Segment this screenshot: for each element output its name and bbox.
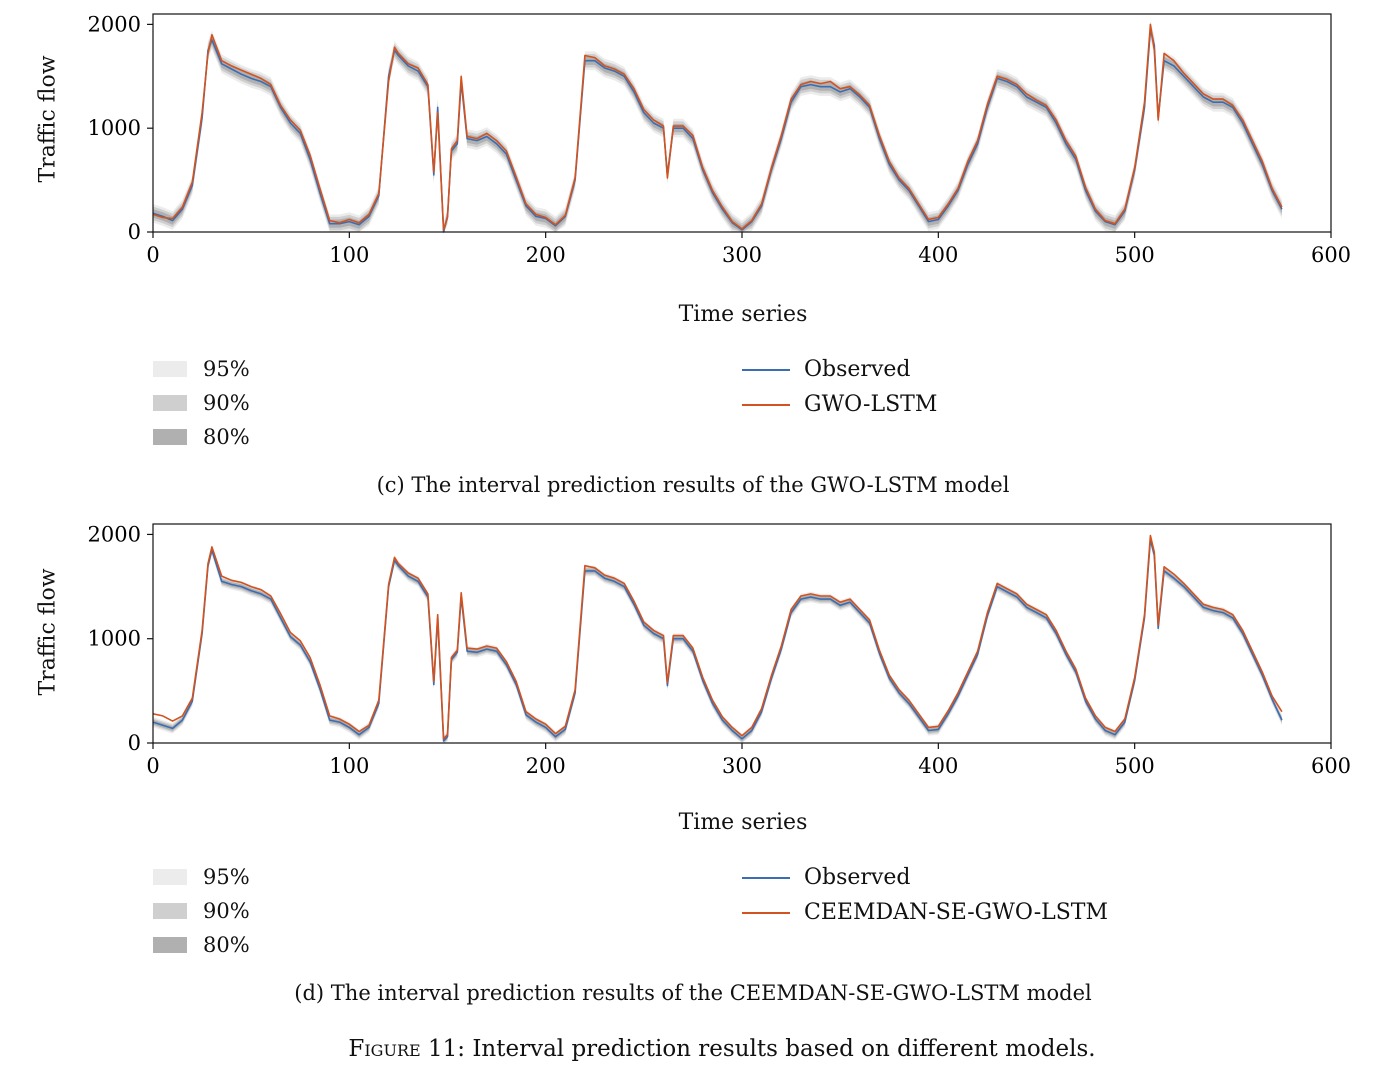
observed-legend-line	[742, 368, 790, 371]
panel-c: 0 100 200 300 400 500 600 0 1000 2000 Traffic flo…	[0, 0, 1374, 505]
observed-series-line	[152, 538, 1283, 742]
legend-item-observed: Observed	[742, 352, 937, 387]
legend-item-80: 80%	[153, 420, 250, 454]
legend-item-95: 95%	[153, 860, 250, 894]
x-tick-label: 600	[1311, 243, 1351, 267]
plot-c: 0 100 200 300 400 500 600 0 1000 2000	[88, 12, 1352, 267]
legend-label-predicted: CEEMDAN-SE-GWO-LSTM	[804, 900, 1109, 925]
band95-swatch	[153, 361, 187, 377]
legend-label-80: 80%	[203, 425, 250, 449]
band80-swatch	[153, 429, 187, 445]
observed-legend-line	[742, 876, 790, 879]
y-tick-label: 0	[128, 731, 141, 755]
figure-caption: Figure 11: Interval prediction results b…	[0, 1036, 1374, 1062]
series-legend: Observed CEEMDAN-SE-GWO-LSTM	[742, 860, 1108, 930]
y-axis-title: Traffic flow	[35, 568, 61, 696]
predicted-series-line	[152, 23, 1283, 231]
x-tick-label: 0	[146, 754, 159, 778]
legend-item-95: 95%	[153, 352, 250, 386]
figure-label: Figure 11:	[348, 1036, 466, 1062]
x-tick-label: 100	[329, 243, 369, 267]
x-tick-label: 300	[722, 754, 762, 778]
band95-swatch	[153, 869, 187, 885]
y-tick-label: 0	[128, 220, 141, 244]
y-tick-label: 1000	[88, 627, 141, 651]
legend-label-90: 90%	[203, 391, 250, 415]
x-tick-label: 600	[1311, 754, 1351, 778]
legend-item-observed: Observed	[742, 860, 1108, 895]
interval-legend: 95% 90% 80%	[153, 352, 250, 454]
legend-label-observed: Observed	[804, 865, 911, 890]
x-tick-label: 0	[146, 243, 159, 267]
legend-item-predicted: GWO-LSTM	[742, 387, 937, 422]
x-tick-label: 400	[918, 243, 958, 267]
y-tick-label: 2000	[88, 12, 141, 36]
panel-d: 0 100 200 300 400 500 600 0 1000 2000 Traffic flo…	[0, 505, 1374, 1015]
legend-item-80: 80%	[153, 928, 250, 962]
y-tick-label: 1000	[88, 116, 141, 140]
legend-item-predicted: CEEMDAN-SE-GWO-LSTM	[742, 895, 1108, 930]
y-axis-title: Traffic flow	[35, 55, 61, 183]
x-tick-label: 200	[526, 754, 566, 778]
predicted-legend-line	[742, 911, 790, 914]
subcaption-d: (d) The interval prediction results of t…	[294, 981, 1092, 1005]
interval-legend: 95% 90% 80%	[153, 860, 250, 962]
x-axis-title: Time series	[678, 302, 808, 327]
legend-label-95: 95%	[203, 865, 250, 889]
legend-item-90: 90%	[153, 894, 250, 928]
legend-item-90: 90%	[153, 386, 250, 420]
x-tick-label: 500	[1115, 243, 1155, 267]
x-tick-label: 400	[918, 754, 958, 778]
subcaption-c: (c) The interval prediction results of t…	[376, 473, 1010, 497]
y-tick-label: 2000	[88, 522, 141, 546]
x-tick-label: 300	[722, 243, 762, 267]
plot-d: 0 100 200 300 400 500 600 0 1000 2000	[88, 522, 1352, 778]
legend-label-90: 90%	[203, 899, 250, 923]
observed-series-line	[152, 28, 1283, 233]
series-legend: Observed GWO-LSTM	[742, 352, 937, 422]
predicted-series-line	[152, 534, 1283, 740]
x-tick-label: 100	[329, 754, 369, 778]
band90-swatch	[153, 395, 187, 411]
band90-swatch	[153, 903, 187, 919]
legend-label-predicted: GWO-LSTM	[804, 392, 938, 417]
legend-label-95: 95%	[203, 357, 250, 381]
figure-caption-text: Interval prediction results based on dif…	[472, 1036, 1096, 1062]
x-axis-title: Time series	[678, 810, 808, 835]
legend-label-observed: Observed	[804, 357, 911, 382]
band80-swatch	[153, 937, 187, 953]
predicted-legend-line	[742, 403, 790, 406]
legend-label-80: 80%	[203, 933, 250, 957]
x-tick-label: 200	[526, 243, 566, 267]
x-tick-label: 500	[1115, 754, 1155, 778]
